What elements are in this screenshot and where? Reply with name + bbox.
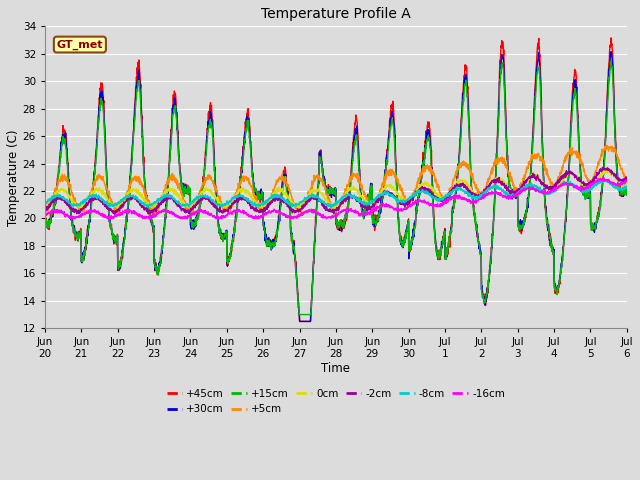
-8cm	[371, 196, 379, 202]
X-axis label: Time: Time	[321, 361, 350, 375]
+5cm	[111, 212, 119, 217]
0cm	[545, 185, 552, 191]
-8cm	[144, 204, 152, 210]
Line: -8cm: -8cm	[45, 179, 627, 207]
+45cm	[225, 257, 232, 263]
+45cm	[296, 319, 303, 324]
+30cm	[615, 183, 623, 189]
+15cm	[511, 193, 519, 199]
-16cm	[511, 193, 519, 199]
+5cm	[615, 157, 623, 163]
+30cm	[545, 226, 552, 231]
+15cm	[41, 219, 49, 225]
+45cm	[41, 219, 49, 225]
-2cm	[330, 211, 337, 217]
-16cm	[615, 180, 623, 186]
-16cm	[623, 179, 630, 184]
-2cm	[623, 174, 630, 180]
-16cm	[600, 175, 607, 180]
+5cm	[511, 184, 519, 190]
-8cm	[41, 202, 49, 208]
+5cm	[99, 174, 107, 180]
-16cm	[225, 210, 233, 216]
0cm	[294, 205, 301, 211]
+15cm	[545, 225, 552, 230]
Line: +15cm: +15cm	[45, 61, 627, 314]
+15cm	[615, 184, 623, 190]
0cm	[99, 191, 107, 197]
+15cm	[607, 59, 615, 64]
+45cm	[623, 186, 630, 192]
+15cm	[623, 189, 630, 195]
Line: -16cm: -16cm	[45, 178, 627, 218]
+15cm	[99, 106, 107, 112]
+15cm	[296, 312, 303, 317]
+5cm	[371, 200, 379, 206]
-2cm	[41, 208, 49, 214]
+30cm	[623, 188, 630, 193]
+15cm	[371, 219, 379, 225]
+30cm	[607, 49, 615, 55]
+45cm	[371, 224, 379, 230]
-16cm	[41, 212, 49, 217]
Title: Temperature Profile A: Temperature Profile A	[261, 7, 411, 21]
-16cm	[371, 205, 379, 211]
-16cm	[545, 190, 552, 196]
-16cm	[99, 212, 107, 218]
+45cm	[545, 226, 552, 232]
+5cm	[545, 174, 552, 180]
-8cm	[99, 197, 107, 203]
0cm	[371, 197, 379, 203]
Line: +30cm: +30cm	[45, 52, 627, 322]
+30cm	[99, 100, 107, 106]
-2cm	[615, 178, 623, 184]
Text: GT_met: GT_met	[56, 39, 103, 50]
0cm	[41, 203, 49, 208]
+15cm	[225, 258, 232, 264]
-8cm	[598, 176, 606, 182]
Y-axis label: Temperature (C): Temperature (C)	[7, 129, 20, 226]
+30cm	[225, 259, 232, 264]
-2cm	[371, 200, 379, 206]
-8cm	[511, 192, 519, 197]
Line: +45cm: +45cm	[45, 38, 627, 322]
-2cm	[545, 185, 552, 191]
Line: +5cm: +5cm	[45, 145, 627, 215]
-2cm	[225, 205, 232, 211]
0cm	[615, 179, 623, 184]
+45cm	[511, 190, 519, 196]
+5cm	[603, 143, 611, 148]
-8cm	[615, 186, 623, 192]
+5cm	[623, 175, 630, 181]
+30cm	[41, 219, 49, 225]
-2cm	[99, 202, 107, 207]
0cm	[225, 204, 232, 209]
-8cm	[623, 183, 630, 189]
0cm	[600, 166, 608, 171]
-8cm	[545, 191, 552, 196]
+5cm	[225, 206, 233, 212]
-2cm	[598, 165, 606, 170]
Line: -2cm: -2cm	[45, 168, 627, 214]
0cm	[511, 191, 519, 196]
+45cm	[607, 35, 615, 41]
+45cm	[615, 185, 623, 191]
+30cm	[371, 224, 379, 229]
+45cm	[99, 92, 107, 97]
Line: 0cm: 0cm	[45, 168, 627, 208]
-16cm	[66, 216, 74, 221]
+30cm	[511, 188, 519, 194]
+30cm	[296, 319, 303, 324]
-8cm	[225, 199, 233, 205]
-2cm	[511, 188, 519, 194]
+5cm	[41, 204, 49, 210]
Legend: +45cm, +30cm, +15cm, +5cm, 0cm, -2cm, -8cm, -16cm: +45cm, +30cm, +15cm, +5cm, 0cm, -2cm, -8…	[163, 385, 509, 419]
0cm	[623, 181, 630, 187]
